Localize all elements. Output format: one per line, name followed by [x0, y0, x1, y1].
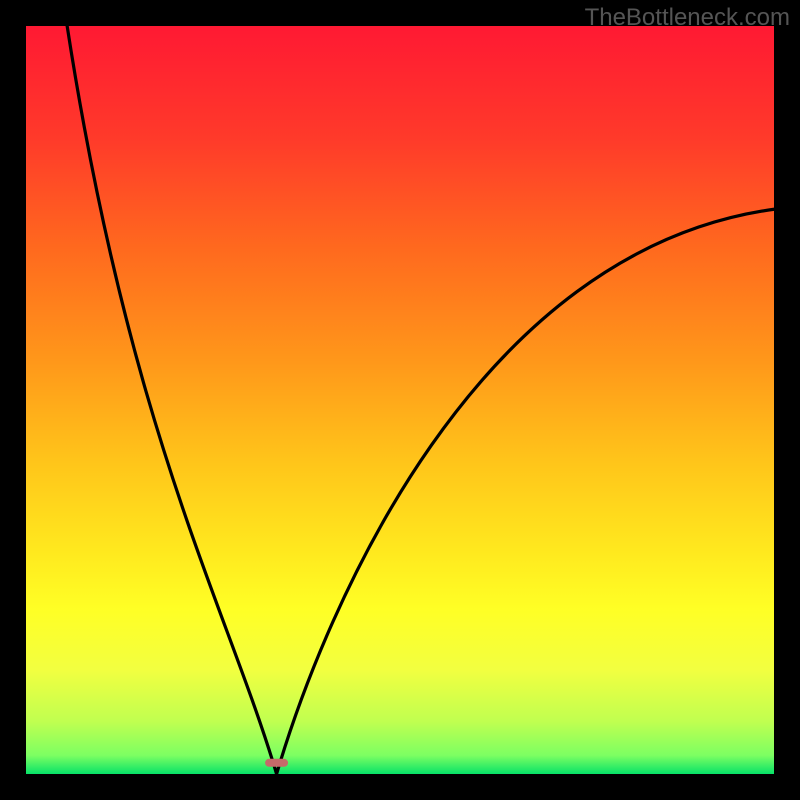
chart-frame: TheBottleneck.com [0, 0, 800, 800]
bottleneck-chart [0, 0, 800, 800]
plot-area [26, 26, 774, 774]
